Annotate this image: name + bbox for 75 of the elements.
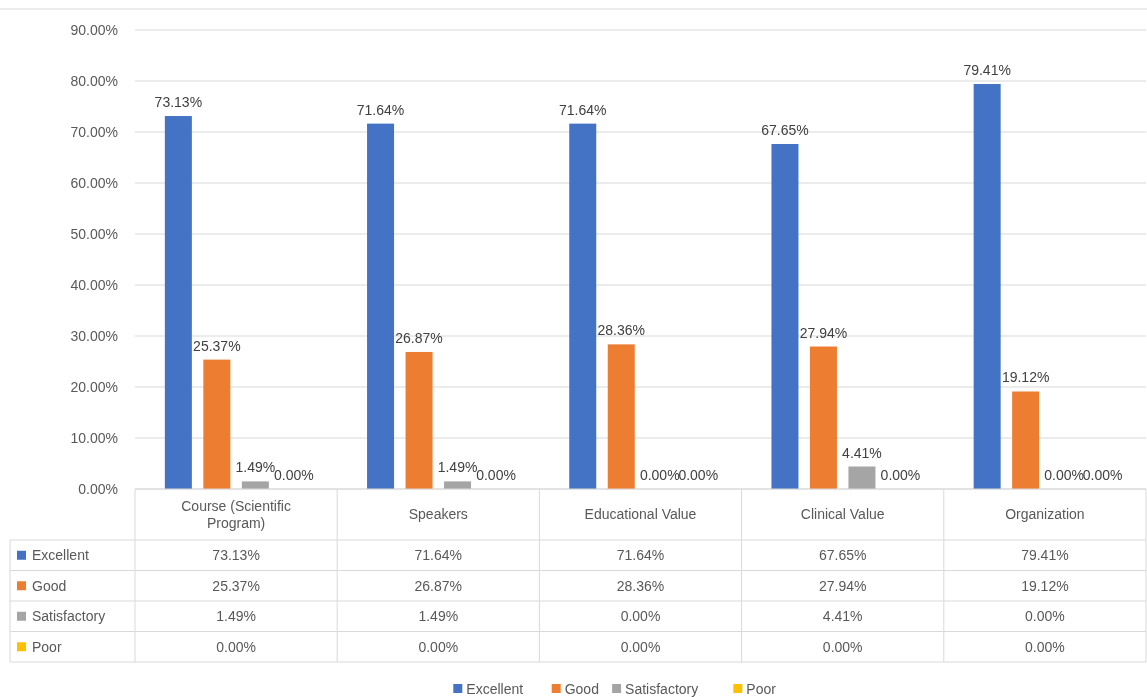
text: 67.65%: [761, 121, 809, 138]
legend-label: Poor: [32, 638, 62, 655]
y-tick-label: 90.00%: [70, 21, 118, 38]
text: Excellent: [466, 680, 524, 697]
bar: [164, 116, 192, 489]
legend-label: Good: [32, 577, 67, 594]
data-label: 1.49%: [216, 608, 256, 625]
data-label: 1.49%: [418, 608, 459, 625]
text: 71.64%: [559, 101, 607, 118]
y-tick-label: 10.00%: [70, 429, 118, 446]
bar: [973, 84, 1001, 489]
x-tick-label: Course (Scientific Program): [181, 497, 291, 531]
bar: [607, 344, 635, 489]
data-label: 0.00%: [216, 638, 256, 655]
data-label: 0.00%: [418, 638, 459, 655]
text: 26.87%: [395, 329, 443, 346]
data-label: 79.41%: [1021, 547, 1069, 564]
bar: [405, 351, 433, 489]
y-tick-label: 70.00%: [70, 123, 118, 140]
bar: [771, 143, 799, 489]
text: Good: [564, 680, 599, 697]
text: 0.00%: [880, 467, 921, 483]
text: Satisfactory: [625, 680, 699, 697]
data-label: 73.13%: [212, 547, 260, 564]
y-tick-label: 50.00%: [70, 225, 118, 242]
y-tick-label: 0.00%: [78, 480, 118, 497]
legend-label: Excellent: [32, 547, 89, 564]
y-tick-label: 80.00%: [70, 72, 118, 89]
text: 28.36%: [597, 322, 645, 339]
bar: [569, 123, 597, 489]
data-label: 0.00%: [822, 638, 863, 655]
data-label: 25.37%: [212, 577, 260, 594]
text: 0.00%: [639, 467, 680, 483]
text: 0.00%: [274, 467, 314, 483]
data-label: 0.00%: [1025, 638, 1065, 655]
bar: [848, 466, 876, 489]
bar: [1012, 391, 1040, 489]
bar: [367, 123, 395, 489]
text: 19.12%: [1001, 369, 1050, 386]
text: 4.41%: [842, 444, 882, 461]
data-label: 71.64%: [616, 547, 665, 564]
text: 79.41%: [963, 62, 1011, 79]
text: 71.64%: [356, 101, 405, 118]
data-label: 71.64%: [414, 547, 463, 564]
y-tick-label: 30.00%: [70, 327, 118, 344]
x-tick-label: Speakers: [408, 506, 468, 523]
data-label: 19.12%: [1021, 577, 1069, 594]
text: 0.00%: [1082, 467, 1123, 483]
text: 25.37%: [193, 337, 241, 354]
text: 1.49%: [437, 459, 478, 476]
bar: [809, 346, 837, 489]
data-label: 28.36%: [616, 577, 665, 594]
text: 0.00%: [1044, 467, 1084, 483]
data-label: 4.41%: [822, 608, 863, 625]
data-label: 26.87%: [414, 577, 463, 594]
bar: [444, 481, 472, 489]
text: Poor: [746, 680, 776, 697]
text: 0.00%: [678, 467, 719, 483]
data-label: 27.94%: [818, 577, 867, 594]
text: 73.13%: [154, 94, 203, 111]
y-tick-label: 60.00%: [70, 174, 118, 191]
text: 27.94%: [799, 324, 848, 341]
data-label: 67.65%: [818, 547, 867, 564]
bar: [241, 481, 269, 489]
data-label: 0.00%: [620, 638, 661, 655]
y-tick-label: 20.00%: [70, 378, 118, 395]
x-tick-label: Clinical Value: [800, 506, 885, 523]
y-tick-label: 40.00%: [70, 276, 118, 293]
legend-label: Satisfactory: [32, 608, 106, 625]
bar: [203, 359, 231, 489]
x-tick-label: Organization: [1005, 506, 1085, 523]
text: 0.00%: [476, 467, 516, 483]
x-tick-label: Educational Value: [584, 506, 697, 523]
data-label: 0.00%: [620, 608, 661, 625]
data-label: 0.00%: [1025, 608, 1065, 625]
